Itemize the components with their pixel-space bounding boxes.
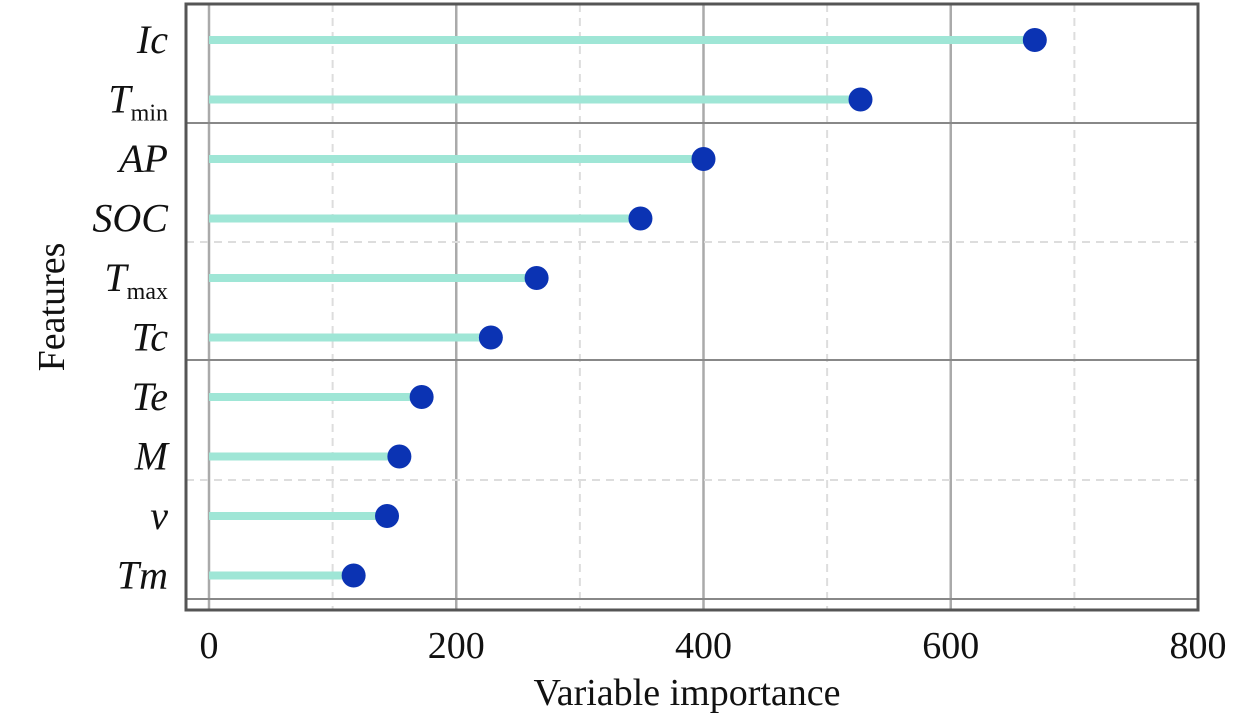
- feature-label: M: [134, 434, 171, 479]
- lollipop-dot: [524, 266, 549, 290]
- x-tick-labels: 0 200 400 600 800: [200, 625, 1227, 667]
- x-tick-label: 800: [1170, 625, 1227, 667]
- feature-label: Ic: [136, 17, 168, 62]
- x-tick-label: 200: [428, 625, 485, 667]
- lollipop-dot: [375, 504, 400, 528]
- x-tick-label: 600: [922, 625, 979, 667]
- feature-label: Tmax: [104, 255, 168, 305]
- feature-label: v: [150, 493, 168, 538]
- feature-label: SOC: [92, 196, 169, 241]
- dots: [341, 28, 1047, 588]
- x-tick-label: 400: [675, 625, 732, 667]
- lollipop-dot: [409, 385, 434, 409]
- x-axis-title: Variable importance: [533, 672, 840, 714]
- feature-labels: Ic Tmin AP SOC Tmax Tc Te Mv Tm: [92, 17, 170, 598]
- y-axis-title: Features: [31, 243, 73, 372]
- lollipop-dot: [691, 147, 716, 171]
- lollipop-dot: [628, 206, 653, 231]
- band-separators: [186, 122, 1198, 600]
- feature-label: Tm: [117, 553, 168, 598]
- lollipop-dot: [1022, 28, 1047, 52]
- feature-label: Tmin: [108, 77, 168, 127]
- plot-frame: [184, 2, 1200, 612]
- lollipop-dot: [848, 87, 873, 112]
- feature-label: Te: [132, 374, 168, 419]
- lollipop-dot: [478, 325, 503, 350]
- feature-label: Tc: [132, 315, 169, 360]
- lollipop-dot: [387, 444, 412, 469]
- stems: [209, 36, 1035, 580]
- grid: [207, 4, 1076, 610]
- feature-label: AP: [116, 136, 168, 181]
- x-tick-label: 0: [200, 625, 219, 667]
- lollipop-dot: [341, 563, 366, 588]
